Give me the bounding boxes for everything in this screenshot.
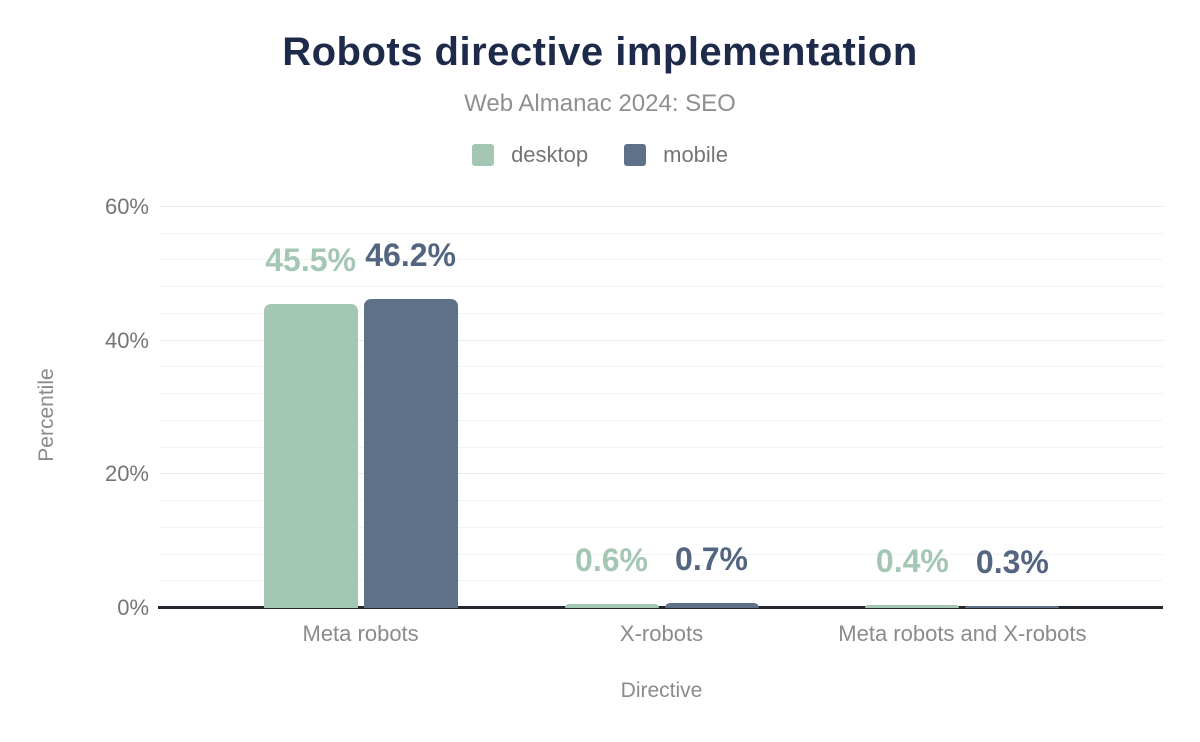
- mobile-bar-meta-robots-and-x-robots[interactable]: 0.3%: [965, 546, 1060, 608]
- minor-gridline: [160, 553, 1163, 555]
- major-gridline: [160, 339, 1163, 341]
- legend-item-desktop: desktop: [472, 142, 588, 168]
- plot-area: 0% 20% 40% 60% 45.5% 46.2% 0.6% 0.7% 0.4% 0.3%: [105, 196, 1163, 619]
- minor-gridline: [160, 500, 1163, 502]
- x-axis-title: Directive: [620, 679, 703, 702]
- y-tick-label: 0%: [117, 595, 149, 620]
- minor-gridline: [160, 259, 1163, 261]
- x-category-label-meta-robots: Meta robots: [302, 621, 419, 646]
- minor-gridline: [160, 446, 1163, 448]
- major-gridline: [160, 206, 1163, 207]
- legend-label: mobile: [663, 142, 728, 167]
- bar-group-meta-robots: 45.5% 46.2%: [221, 207, 501, 608]
- minor-gridline: [160, 312, 1163, 314]
- value-label-desktop-meta-robots: 45.5%: [265, 241, 356, 278]
- desktop-bar-meta-robots-and-x-robots[interactable]: 0.4%: [865, 545, 960, 608]
- mobile-bar-meta-robots[interactable]: 46.2%: [363, 239, 458, 608]
- value-label-desktop-meta-robots-and-x-robots: 0.4%: [875, 543, 949, 580]
- x-category-label-meta-robots-and-x-robots: Meta robots and X-robots: [838, 621, 1087, 646]
- y-tick-label: 40%: [104, 327, 149, 353]
- value-label-mobile-meta-robots-and-x-robots: 0.3%: [975, 544, 1049, 580]
- legend-label: desktop: [511, 142, 589, 167]
- chart-title: Robots directive implementation: [282, 30, 918, 74]
- mobile-bar-x-robots[interactable]: 0.7%: [664, 543, 759, 608]
- minor-gridline: [160, 232, 1163, 234]
- legend-item-mobile: mobile: [624, 142, 728, 168]
- major-gridline: [160, 473, 1163, 475]
- legend: desktop mobile: [0, 142, 1200, 168]
- minor-gridline: [160, 393, 1163, 395]
- value-label-mobile-meta-robots: 46.2%: [365, 237, 456, 274]
- y-axis-title: Percentile: [35, 368, 58, 462]
- minor-gridline: [160, 526, 1163, 528]
- bar-group-x-robots: 0.6% 0.7%: [522, 207, 802, 608]
- bar-group-meta-robots-and-x-robots: 0.4% 0.3%: [822, 207, 1102, 608]
- value-label-desktop-x-robots: 0.6%: [575, 542, 648, 578]
- minor-gridline: [160, 580, 1163, 582]
- desktop-bar-meta-robots[interactable]: 45.5%: [263, 244, 358, 608]
- x-category-label-x-robots: X-robots: [619, 621, 704, 646]
- value-label-mobile-x-robots: 0.7%: [675, 541, 748, 578]
- minor-gridline: [160, 419, 1163, 421]
- desktop-bar-x-robots[interactable]: 0.6%: [564, 544, 659, 608]
- y-tick-label: 20%: [104, 461, 149, 487]
- y-tick-label: 60%: [104, 194, 149, 219]
- desktop-swatch-icon: [472, 144, 495, 166]
- mobile-swatch-icon: [624, 144, 647, 166]
- x-axis-baseline: [158, 606, 1163, 609]
- chart-subtitle: Web Almanac 2024: SEO: [464, 90, 736, 117]
- minor-gridline: [160, 366, 1163, 368]
- minor-gridline: [160, 286, 1163, 288]
